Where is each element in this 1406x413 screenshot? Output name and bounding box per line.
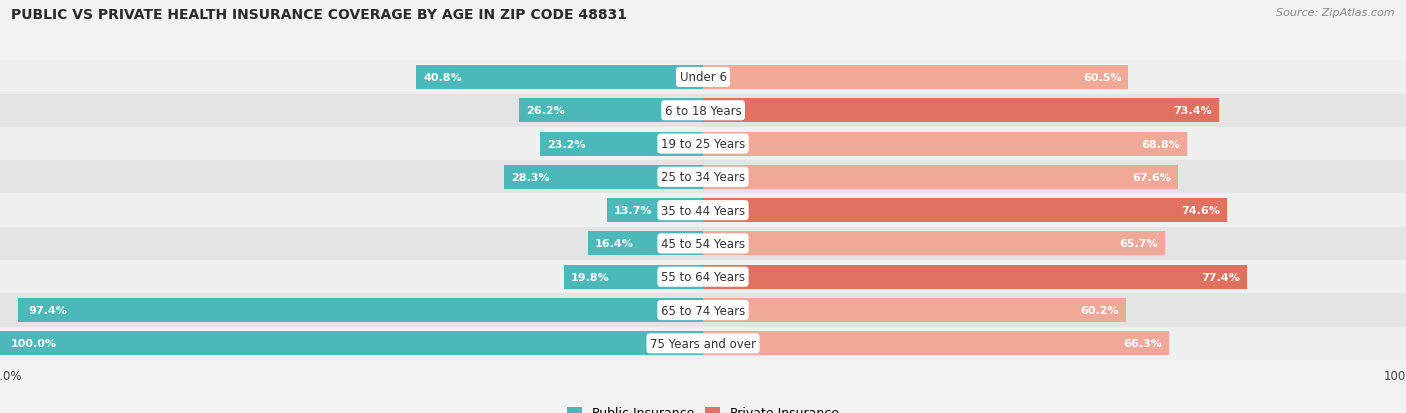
Text: 25 to 34 Years: 25 to 34 Years [661, 171, 745, 184]
Text: 67.6%: 67.6% [1132, 172, 1171, 183]
Bar [703, 166, 1178, 190]
Text: 19 to 25 Years: 19 to 25 Years [661, 138, 745, 151]
Bar [703, 298, 1126, 322]
Bar [703, 199, 1227, 223]
Bar [0, 294, 1406, 327]
Text: 100.0%: 100.0% [10, 339, 56, 349]
Bar [703, 232, 1166, 256]
Bar [703, 99, 1219, 123]
Bar [0, 332, 703, 356]
Text: 73.4%: 73.4% [1174, 106, 1212, 116]
Text: Under 6: Under 6 [679, 71, 727, 84]
Bar [0, 94, 1406, 128]
Text: 28.3%: 28.3% [512, 172, 550, 183]
Text: 60.2%: 60.2% [1081, 305, 1119, 315]
Bar [0, 261, 1406, 294]
Text: 26.2%: 26.2% [526, 106, 565, 116]
Text: 16.4%: 16.4% [595, 239, 634, 249]
Text: 19.8%: 19.8% [571, 272, 610, 282]
Text: 65.7%: 65.7% [1119, 239, 1159, 249]
Text: 45 to 54 Years: 45 to 54 Years [661, 237, 745, 250]
Text: 6 to 18 Years: 6 to 18 Years [665, 104, 741, 117]
Bar [0, 128, 1406, 161]
Bar [0, 161, 1406, 194]
Text: 77.4%: 77.4% [1201, 272, 1240, 282]
Bar [519, 99, 703, 123]
Bar [703, 265, 1247, 289]
Text: Source: ZipAtlas.com: Source: ZipAtlas.com [1277, 8, 1395, 18]
Text: 75 Years and over: 75 Years and over [650, 337, 756, 350]
Bar [18, 298, 703, 322]
Text: PUBLIC VS PRIVATE HEALTH INSURANCE COVERAGE BY AGE IN ZIP CODE 48831: PUBLIC VS PRIVATE HEALTH INSURANCE COVER… [11, 8, 627, 22]
Text: 66.3%: 66.3% [1123, 339, 1161, 349]
Text: 40.8%: 40.8% [423, 73, 461, 83]
Bar [607, 199, 703, 223]
Bar [588, 232, 703, 256]
Bar [503, 166, 703, 190]
Bar [416, 66, 703, 90]
Text: 97.4%: 97.4% [28, 305, 67, 315]
Bar [703, 66, 1129, 90]
Text: 60.5%: 60.5% [1083, 73, 1122, 83]
Bar [703, 332, 1170, 356]
Legend: Public Insurance, Private Insurance: Public Insurance, Private Insurance [562, 401, 844, 413]
Bar [540, 132, 703, 156]
Bar [564, 265, 703, 289]
Text: 65 to 74 Years: 65 to 74 Years [661, 304, 745, 317]
Text: 35 to 44 Years: 35 to 44 Years [661, 204, 745, 217]
Bar [0, 194, 1406, 227]
Text: 13.7%: 13.7% [614, 206, 652, 216]
Bar [0, 327, 1406, 360]
Text: 68.8%: 68.8% [1140, 139, 1180, 149]
Bar [703, 132, 1187, 156]
Bar [0, 61, 1406, 94]
Text: 55 to 64 Years: 55 to 64 Years [661, 271, 745, 284]
Bar [0, 227, 1406, 261]
Text: 74.6%: 74.6% [1181, 206, 1220, 216]
Text: 23.2%: 23.2% [547, 139, 585, 149]
